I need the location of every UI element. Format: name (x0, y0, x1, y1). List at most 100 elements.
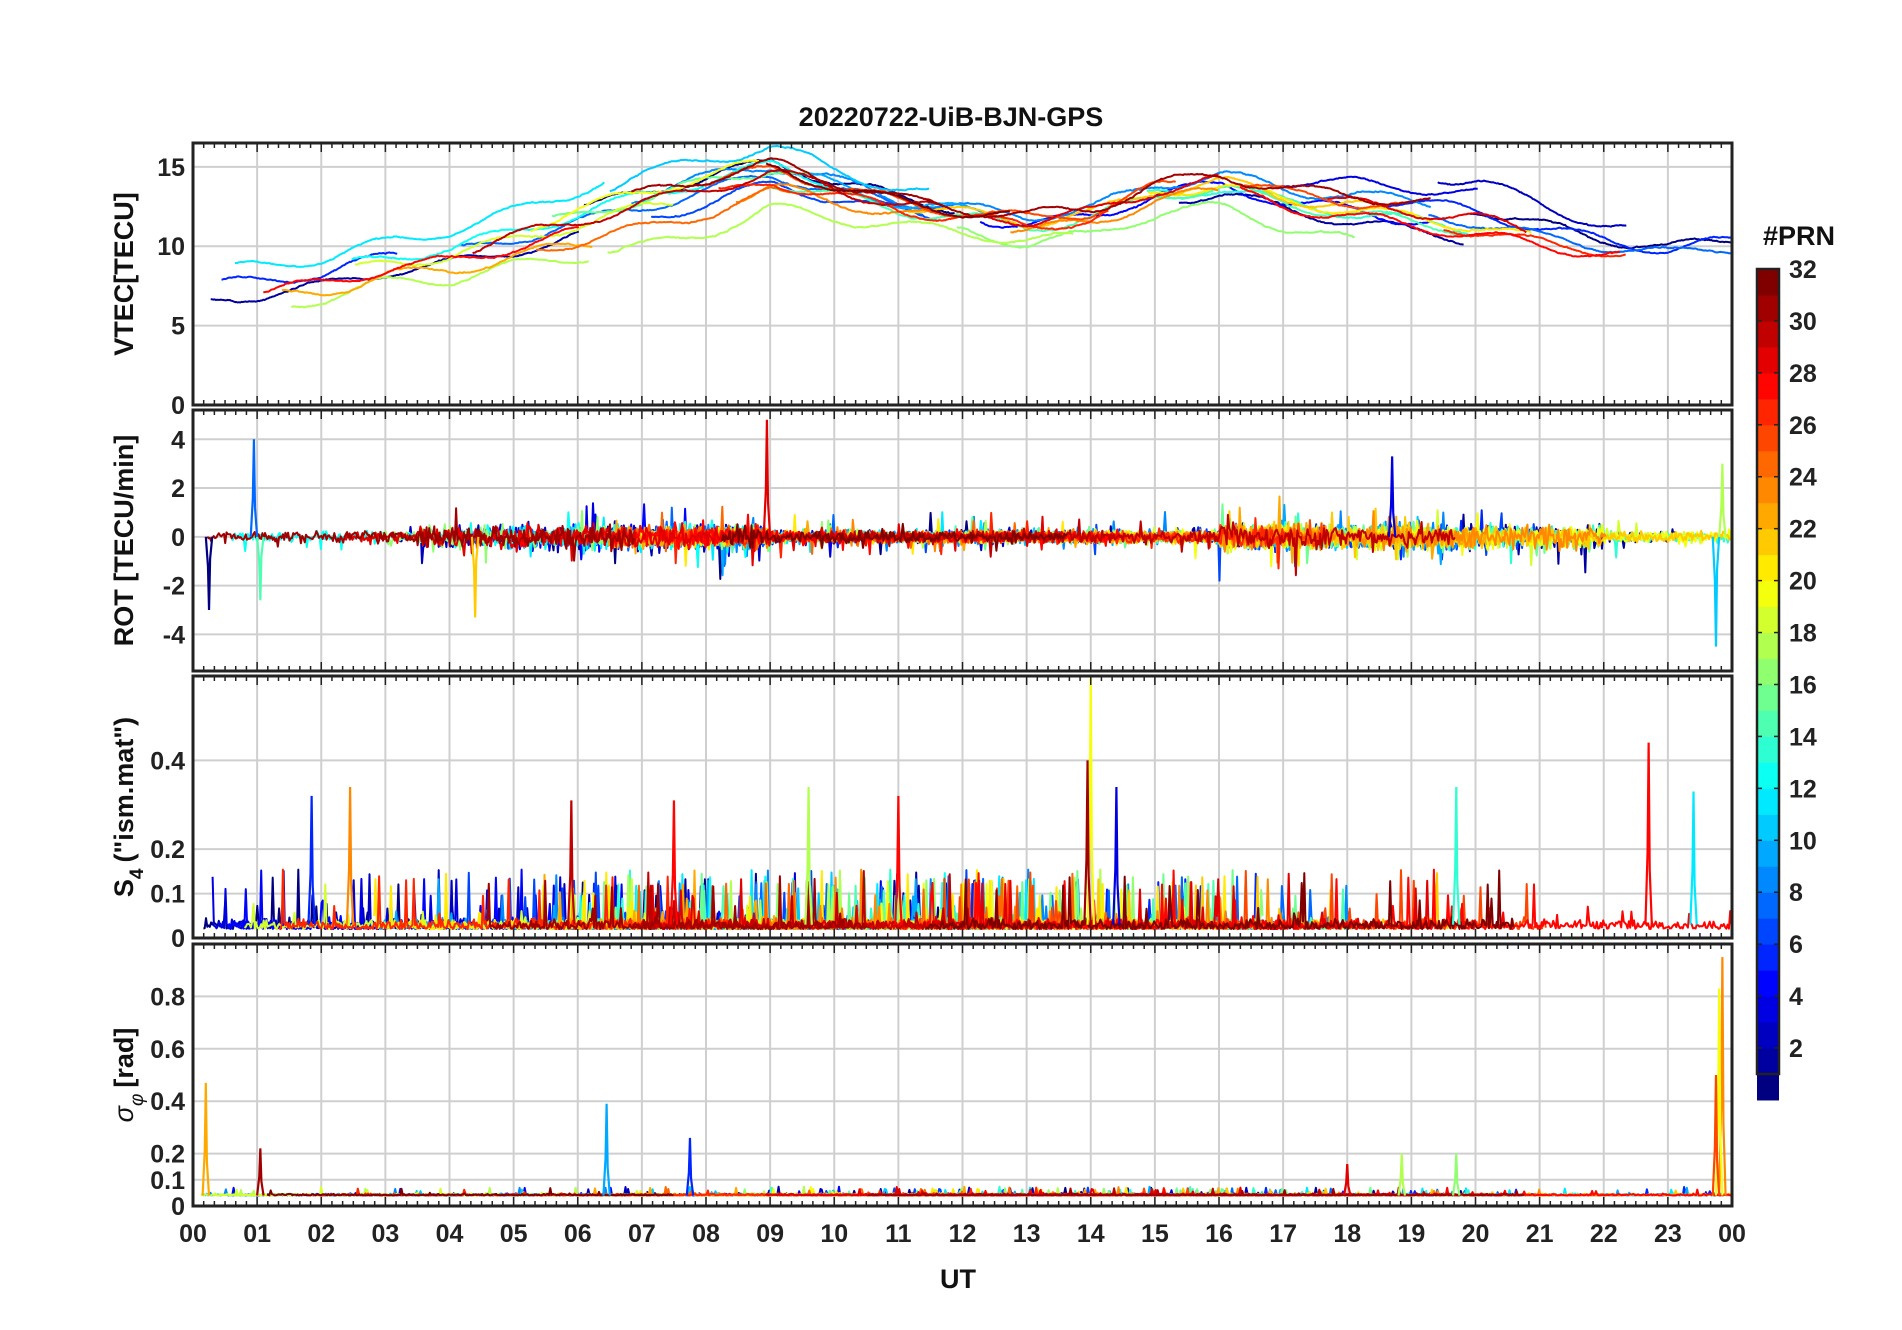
x-tick-label: 21 (1526, 1220, 1554, 1248)
colorbar-swatch (1757, 346, 1779, 374)
vtec-panel: 0 5 10 15 VTEC[TECU] (109, 141, 1734, 420)
x-tick-label: 22 (1590, 1220, 1618, 1248)
prn-trace (235, 181, 605, 268)
colorbar-swatch (1757, 814, 1779, 841)
grid-lines (193, 944, 1732, 1206)
grid-lines (193, 143, 1732, 405)
x-tick-label: 12 (949, 1220, 977, 1248)
minor-ticks (192, 410, 1733, 671)
ylabel-rest: [rad] (109, 1028, 139, 1088)
x-tick-label: 15 (1141, 1220, 1169, 1248)
peak-event (669, 800, 679, 925)
ylabel-sub: φ (127, 1094, 148, 1106)
peak-event (256, 536, 265, 601)
prn-trace (765, 162, 1010, 219)
prn-trace (472, 168, 940, 255)
prn-trace (210, 230, 580, 304)
colorbar-swatch (1757, 866, 1779, 893)
colorbar-swatch (1757, 892, 1779, 919)
x-tick-label: 07 (628, 1220, 656, 1248)
x-tick-label: 09 (756, 1220, 784, 1248)
colorbar-tick-label: 6 (1789, 931, 1803, 959)
peak-event (1083, 760, 1092, 925)
colorbar-tick-label: 12 (1789, 775, 1817, 803)
colorbar-swatch (1757, 762, 1779, 789)
x-tick-label: 03 (371, 1220, 399, 1248)
colorbar-swatch (1757, 606, 1779, 634)
x-tick-label: 04 (436, 1220, 464, 1248)
colorbar-tick-label: 32 (1789, 256, 1817, 284)
prn-trace (631, 157, 945, 208)
colorbar-swatch (1757, 944, 1779, 971)
prn-trace (867, 1186, 1525, 1197)
peak-event (567, 800, 576, 925)
s4-panel: 0 0.1 0.2 0.4 S4 ("ism.mat") (109, 674, 1734, 953)
colorbar-tick-label: 18 (1789, 620, 1817, 648)
peak-event (1112, 787, 1121, 925)
prn-trace (1469, 212, 1732, 250)
prn-trace (1382, 199, 1732, 255)
colorbar-swatch (1757, 294, 1779, 322)
peak-event (1718, 463, 1727, 537)
x-tick-label: 13 (1013, 1220, 1041, 1248)
colorbar-swatch (1757, 632, 1779, 660)
colorbar-tick-label: 16 (1789, 671, 1817, 699)
colorbar-tick-label: 26 (1789, 412, 1817, 440)
y-tick-label: 0.1 (150, 881, 185, 909)
colorbar-swatch (1757, 658, 1779, 685)
prn-trace (907, 176, 1370, 229)
peak-event (1342, 1164, 1352, 1196)
colorbar-swatch (1757, 580, 1779, 608)
peak-event (1689, 791, 1698, 925)
peak-event (1451, 787, 1461, 925)
x-tick-label: 18 (1333, 1220, 1361, 1248)
prn-trace (607, 202, 1074, 254)
minor-ticks (192, 944, 1733, 1206)
y-tick-label: -4 (163, 621, 185, 649)
x-tick-label: 01 (243, 1220, 271, 1248)
colorbar-tick-label: 24 (1789, 464, 1817, 492)
y-tick-label: 0 (171, 1193, 185, 1221)
colorbar-swatch (1757, 918, 1779, 945)
peak-event (894, 795, 903, 925)
peak-event (804, 787, 813, 925)
chart-title: 20220722-UiB-BJN-GPS (799, 102, 1104, 132)
ylabel-main: S (109, 879, 139, 897)
colorbar-tick-label: 2 (1789, 1035, 1803, 1063)
colorbar-swatch (1757, 970, 1779, 997)
peak-event (201, 1082, 211, 1196)
y-tick-label: 0 (171, 524, 185, 552)
colorbar-tick-label: 10 (1789, 827, 1817, 855)
colorbar-frame (1755, 267, 1781, 1076)
colorbar-swatch (1757, 736, 1779, 763)
x-axis-label: UT (940, 1264, 976, 1294)
colorbar-label: #PRN (1763, 221, 1835, 251)
y-tick-label: 15 (157, 154, 185, 182)
prn-trace (718, 183, 1109, 231)
peak-event (249, 439, 259, 537)
x-tick-label: 10 (820, 1220, 848, 1248)
data-traces (210, 144, 1732, 309)
x-tick-label: 00 (179, 1220, 207, 1248)
x-tick-label: 19 (1397, 1220, 1425, 1248)
sigma-phi-panel: 00.10.2 0.4 0.6 0.8 σφ [rad] 00 01 02 03 04 05 06 07 0… (109, 942, 1746, 1248)
prn-trace (926, 172, 1431, 219)
prn-trace (281, 242, 593, 297)
y-tick-label: 10 (157, 233, 185, 261)
colorbar-swatch (1757, 320, 1779, 348)
x-tick-label: 06 (564, 1220, 592, 1248)
y-tick-label: 0.4 (150, 1088, 185, 1116)
y-tick-label: 0 (171, 925, 185, 953)
colorbar-swatch (1757, 476, 1779, 504)
peak-event (1711, 536, 1721, 647)
prn-trace (485, 875, 868, 931)
colorbar-tick-label: 4 (1789, 983, 1803, 1011)
colorbar-swatch (1757, 1074, 1779, 1101)
prn-trace (263, 225, 580, 294)
peak-event (1644, 742, 1653, 925)
rot-panel: -4 -2 0 2 4 ROT [TECU/min] (109, 408, 1734, 673)
colorbar-tick-label: 8 (1789, 879, 1803, 907)
peak-event (1387, 456, 1397, 537)
y-tick-label: 0.4 (150, 747, 185, 775)
prn-trace (1437, 179, 1627, 228)
